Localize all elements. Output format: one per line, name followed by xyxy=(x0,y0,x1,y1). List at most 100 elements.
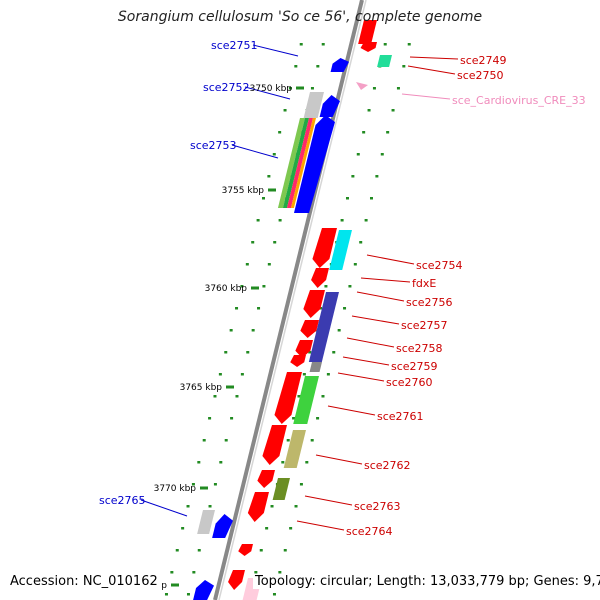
ruler-label: 3755 kbp xyxy=(222,186,265,196)
tick-dot xyxy=(316,417,320,420)
gene-label-reverse: sce2756 xyxy=(406,296,453,309)
tick-dot xyxy=(294,65,298,68)
tick-dot xyxy=(351,175,355,178)
tick-dot xyxy=(348,285,352,288)
label-leader xyxy=(244,86,291,100)
gene-label-reverse: sce2761 xyxy=(377,410,424,423)
gene-reverse xyxy=(312,228,337,268)
gene-label-reverse: sce2749 xyxy=(460,54,507,67)
gene-reverse xyxy=(308,292,339,362)
tick-dot xyxy=(369,197,373,200)
tick-dot xyxy=(208,505,212,508)
gene-forward xyxy=(212,514,233,538)
label-leader xyxy=(409,56,459,60)
gene-reverse xyxy=(309,362,322,372)
tick-dot xyxy=(359,241,363,244)
tick-layer xyxy=(164,43,411,596)
tick-dot xyxy=(332,351,336,354)
gene-rna xyxy=(356,82,368,90)
gene-forward xyxy=(286,118,313,208)
tick-dot xyxy=(251,329,255,332)
rna-label: sce_Cardiovirus_CRE_33 xyxy=(452,94,586,107)
tick-dot xyxy=(208,417,212,420)
gene-label-reverse: sce2762 xyxy=(364,459,411,472)
gene-forward xyxy=(197,510,215,534)
gene-label-forward: sce2753 xyxy=(190,139,237,152)
tick-dot xyxy=(305,461,309,464)
tick-dot xyxy=(213,395,217,398)
tick-dot xyxy=(230,417,234,420)
label-leader xyxy=(407,65,456,75)
tick-dot xyxy=(256,219,260,222)
tick-dot xyxy=(391,109,395,112)
tick-dot xyxy=(219,461,223,464)
tick-dot xyxy=(175,549,179,552)
tick-dot xyxy=(310,439,314,442)
label-layer: 3750 kbp 3755 kbp 3760 kbp 3765 kbp 3770 kbp… xyxy=(99,39,586,591)
ruler-label: 3750 kbp xyxy=(250,84,293,94)
tick-dot xyxy=(202,439,206,442)
gene-reverse xyxy=(247,492,269,522)
label-leader xyxy=(356,291,405,302)
label-leader xyxy=(351,315,400,325)
tick-dot xyxy=(402,65,406,68)
tick-dot xyxy=(319,307,323,310)
gene-reverse xyxy=(228,570,245,590)
gene-forward xyxy=(282,118,309,208)
label-leader xyxy=(346,337,395,348)
tick-dot xyxy=(170,571,174,574)
tick-dot xyxy=(278,131,282,134)
tick-dot xyxy=(186,593,190,596)
label-leader xyxy=(296,520,345,531)
gene-label-forward: sce2751 xyxy=(211,39,258,52)
ruler-tick xyxy=(171,583,179,587)
tick-dot xyxy=(364,219,368,222)
gene-reverse xyxy=(377,55,392,67)
gene-layer xyxy=(193,20,392,600)
gene-label-reverse: sce2757 xyxy=(401,319,448,332)
tick-dot xyxy=(218,373,222,376)
gene-reverse xyxy=(283,430,306,468)
label-leader xyxy=(360,277,411,283)
tick-dot xyxy=(294,505,298,508)
ruler-label: 3765 kbp xyxy=(180,383,223,393)
tick-dot xyxy=(251,241,255,244)
tick-dot xyxy=(383,43,387,46)
tick-dot xyxy=(345,197,349,200)
gene-label-forward: sce2752 xyxy=(203,81,250,94)
tick-dot xyxy=(286,439,290,442)
tick-dot xyxy=(340,219,344,222)
tick-dot xyxy=(308,351,312,354)
tick-dot xyxy=(191,483,195,486)
tick-dot xyxy=(288,87,292,90)
gene-forward xyxy=(290,118,316,208)
tick-dot xyxy=(246,351,250,354)
label-leader xyxy=(342,356,390,366)
gene-reverse xyxy=(303,290,325,318)
gene-reverse xyxy=(293,376,319,424)
tick-dot xyxy=(283,549,287,552)
tick-dot xyxy=(281,461,285,464)
tick-dot xyxy=(272,153,276,156)
label-leader xyxy=(231,144,279,159)
tick-dot xyxy=(380,153,384,156)
tick-dot xyxy=(229,329,233,332)
gene-forward xyxy=(303,92,324,118)
tick-dot xyxy=(278,219,282,222)
label-leader xyxy=(337,372,385,382)
tick-dot xyxy=(337,329,341,332)
tick-dot xyxy=(197,549,201,552)
ruler-label: 3760 kbp xyxy=(205,284,248,294)
tick-dot xyxy=(267,175,271,178)
gene-reverse xyxy=(295,340,313,358)
tick-dot xyxy=(240,285,244,288)
gene-reverse xyxy=(290,355,306,367)
gene-reverse xyxy=(272,478,290,500)
tick-dot xyxy=(245,263,249,266)
tick-dot xyxy=(396,87,400,90)
ruler-tick xyxy=(296,86,304,90)
ruler-tick xyxy=(226,385,234,389)
tick-dot xyxy=(316,65,320,68)
tick-dot xyxy=(299,483,303,486)
